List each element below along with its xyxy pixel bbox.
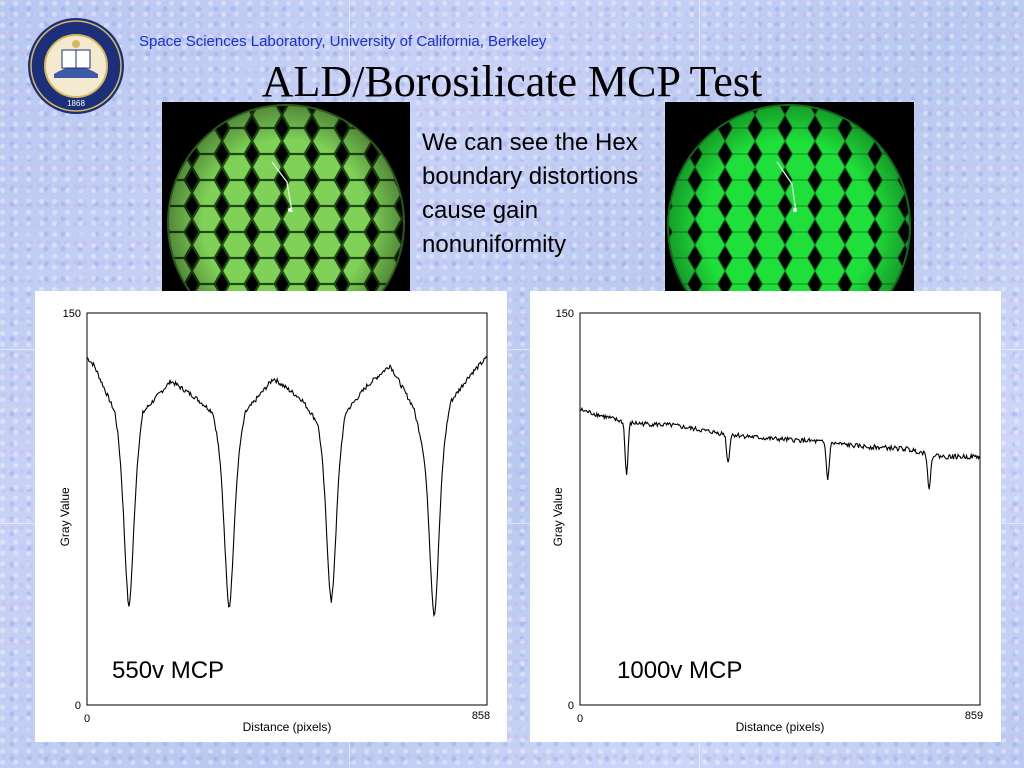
institution-header: Space Sciences Laboratory, University of… xyxy=(139,33,547,50)
x-tick-label-max: 858 xyxy=(472,710,490,722)
y-axis-label: Gray Value xyxy=(551,487,565,546)
series-line xyxy=(579,406,981,490)
slide-gridline xyxy=(0,349,1024,350)
x-axis-label: Distance (pixels) xyxy=(243,720,332,734)
svg-text:1868: 1868 xyxy=(67,99,85,108)
plot-frame xyxy=(86,312,488,706)
plot-frame xyxy=(579,312,981,706)
gray-value-plot-1000v: 150 00 859 Distance (pixels) Gray Value xyxy=(551,308,983,734)
y-tick-label-max: 150 xyxy=(63,308,81,320)
slide-gridline xyxy=(0,523,1024,524)
plot-panel-1000v: 150 0 0 859 Distance (pixels) Gray Value xyxy=(530,291,1001,742)
y-tick-label-min: 0 xyxy=(75,700,81,712)
plot-label-1000v: 1000v MCP xyxy=(617,657,743,684)
plot-panel-550v: 150 0 0 858 Distance (pixels) Gray Value xyxy=(35,291,507,742)
slide-title: ALD/Borosilicate MCP Test xyxy=(261,57,763,106)
x-tick-label-max: 859 xyxy=(965,710,983,722)
gray-value-plot-550v: 150 00 858 Distance (pixels) Gray Value xyxy=(58,308,490,734)
x-tick-label-min: 0 xyxy=(577,713,583,725)
y-tick-label-min: 0 xyxy=(568,700,574,712)
plot-label-550v: 550v MCP xyxy=(112,657,225,684)
x-tick-label-min: 0 xyxy=(84,713,90,725)
y-tick-label-max: 150 xyxy=(556,308,574,320)
y-axis-label: Gray Value xyxy=(58,487,72,546)
x-axis-label: Distance (pixels) xyxy=(736,720,825,734)
observation-note: We can see the Hex boundary distortions … xyxy=(422,129,639,258)
series-line xyxy=(86,355,488,618)
university-seal-logo: 1868 xyxy=(26,16,126,116)
mcp-550v-photo xyxy=(162,102,410,345)
